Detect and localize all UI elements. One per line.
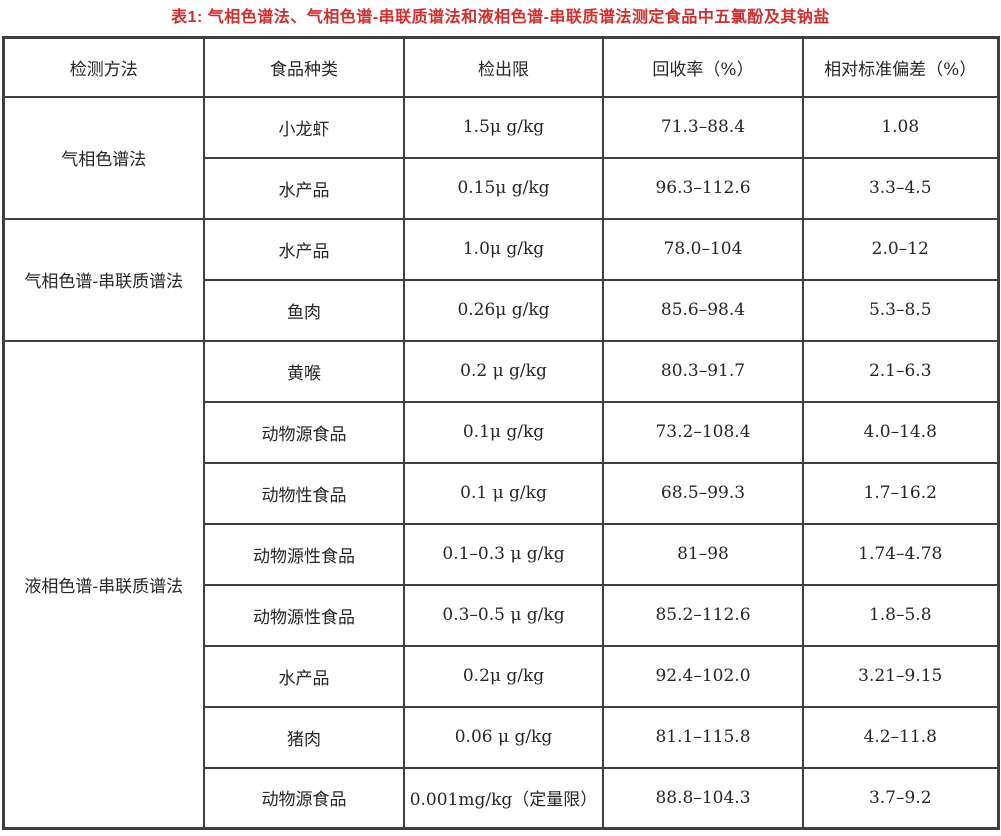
lod-cell: 0.3–0.5 μ g/kg — [403, 583, 604, 647]
table-row: 气相色谱-串联质谱法 水产品 1.0μ g/kg 78.0–104 2.0–12 — [2, 217, 999, 342]
recovery-cell: 88.8–104.3 — [602, 766, 804, 830]
recovery-cell: 73.2–108.4 — [602, 400, 804, 464]
lod-cell: 0.1–0.3 μ g/kg — [403, 522, 604, 586]
rsd-cell: 2.0–12 — [802, 217, 999, 281]
food-cell: 鱼肉 — [203, 278, 405, 342]
food-cell: 水产品 — [203, 156, 405, 220]
food-cell: 动物性食品 — [203, 461, 405, 525]
table-row: 水产品 0.15μ g/kg 96.3–112.6 3.3–4.5 — [3, 156, 999, 220]
recovery-cell: 96.3–112.6 — [602, 156, 804, 220]
food-cell: 动物源食品 — [203, 400, 405, 464]
col-header-detection-limit: 检出限 — [403, 36, 604, 98]
table-row: 水产品 0.2μ g/kg 92.4–102.0 3.21–9.15 — [3, 644, 999, 708]
rsd-cell: 1.7–16.2 — [802, 461, 999, 525]
table-row: 猪肉 0.06 μ g/kg 81.1–115.8 4.2–11.8 — [3, 705, 999, 769]
food-cell: 黄喉 — [203, 339, 405, 403]
header-row: 检测方法 食品种类 检出限 回收率（%） 相对标准偏差（%） — [2, 36, 999, 98]
rsd-cell: 4.2–11.8 — [802, 705, 999, 769]
table-row: 动物源食品 0.001mg/kg（定量限） 88.8–104.3 3.7–9.2 — [3, 766, 999, 830]
food-cell: 动物源食品 — [203, 766, 405, 830]
col-header-rsd: 相对标准偏差（%） — [802, 36, 999, 98]
rsd-cell: 3.3–4.5 — [802, 156, 999, 220]
table-row: 液相色谱-串联质谱法 黄喉 0.2 μ g/kg 80.3–91.7 2.1–6… — [2, 339, 999, 830]
food-cell: 动物源性食品 — [203, 522, 405, 586]
lod-cell: 0.1 μ g/kg — [403, 461, 604, 525]
food-cell: 小龙虾 — [203, 95, 405, 159]
recovery-cell: 71.3–88.4 — [602, 95, 804, 159]
recovery-cell: 92.4–102.0 — [602, 644, 804, 708]
rsd-cell: 1.08 — [802, 95, 999, 159]
rsd-cell: 3.7–9.2 — [802, 766, 999, 830]
lod-cell: 0.1μ g/kg — [403, 400, 604, 464]
recovery-cell: 78.0–104 — [602, 217, 804, 281]
recovery-cell: 81–98 — [602, 522, 804, 586]
table-row: 动物源性食品 0.3–0.5 μ g/kg 85.2–112.6 1.8–5.8 — [3, 583, 999, 647]
col-header-recovery: 回收率（%） — [602, 36, 804, 98]
rsd-cell: 1.74–4.78 — [802, 522, 999, 586]
lod-cell: 0.001mg/kg（定量限） — [403, 766, 604, 830]
rsd-cell: 1.8–5.8 — [802, 583, 999, 647]
rsd-cell: 3.21–9.15 — [802, 644, 999, 708]
recovery-cell: 85.2–112.6 — [602, 583, 804, 647]
lod-cell: 0.06 μ g/kg — [403, 705, 604, 769]
lod-cell: 0.15μ g/kg — [403, 156, 604, 220]
table-row: 动物源食品 0.1μ g/kg 73.2–108.4 4.0–14.8 — [3, 400, 999, 464]
recovery-cell: 81.1–115.8 — [602, 705, 804, 769]
recovery-cell: 80.3–91.7 — [602, 339, 804, 403]
rsd-cell: 4.0–14.8 — [802, 400, 999, 464]
rsd-cell: 2.1–6.3 — [802, 339, 999, 403]
recovery-cell: 85.6–98.4 — [602, 278, 804, 342]
lod-cell: 1.0μ g/kg — [403, 217, 604, 281]
table-row: 动物源性食品 0.1–0.3 μ g/kg 81–98 1.74–4.78 — [3, 522, 999, 586]
food-cell: 动物源性食品 — [203, 583, 405, 647]
lod-cell: 1.5μ g/kg — [403, 95, 604, 159]
method-cell-gc: 气相色谱法 — [2, 95, 205, 220]
table-title: 表1: 气相色谱法、气相色谱-串联质谱法和液相色谱-串联质谱法测定食品中五氯酚及… — [171, 9, 830, 26]
recovery-cell: 68.5–99.3 — [602, 461, 804, 525]
food-cell: 水产品 — [203, 644, 405, 708]
method-cell-gc-msms: 气相色谱-串联质谱法 — [2, 217, 205, 342]
data-table: 检测方法 食品种类 检出限 回收率（%） 相对标准偏差（%） 气相色谱法 小龙虾… — [1, 36, 1000, 830]
lod-cell: 0.26μ g/kg — [403, 278, 604, 342]
rsd-cell: 5.3–8.5 — [802, 278, 999, 342]
food-cell: 猪肉 — [203, 705, 405, 769]
lod-cell: 0.2μ g/kg — [403, 644, 604, 708]
table-row: 动物性食品 0.1 μ g/kg 68.5–99.3 1.7–16.2 — [3, 461, 999, 525]
lod-cell: 0.2 μ g/kg — [403, 339, 604, 403]
col-header-food-type: 食品种类 — [203, 36, 405, 98]
table-row: 气相色谱法 小龙虾 1.5μ g/kg 71.3–88.4 1.08 — [2, 95, 999, 220]
method-cell-lc-msms: 液相色谱-串联质谱法 — [2, 339, 205, 830]
table-row: 鱼肉 0.26μ g/kg 85.6–98.4 5.3–8.5 — [3, 278, 999, 342]
col-header-method: 检测方法 — [2, 36, 205, 98]
food-cell: 水产品 — [203, 217, 405, 281]
